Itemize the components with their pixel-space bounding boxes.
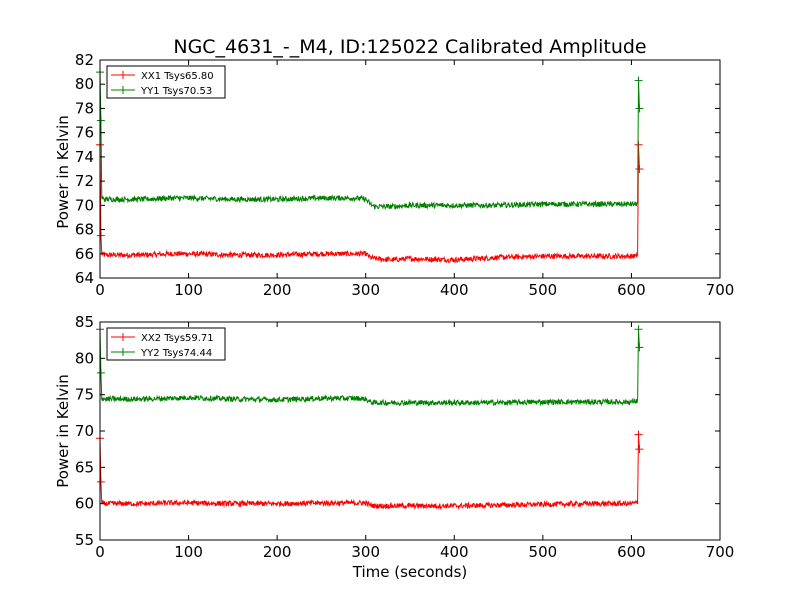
x-tick-label: 300: [351, 543, 380, 561]
x-tick-label: 300: [351, 281, 380, 299]
series-line-2-2: [99, 329, 640, 408]
series-marker: [96, 477, 105, 486]
x-tick-label: 400: [440, 281, 469, 299]
y-tick-label: 76: [75, 124, 94, 142]
legend-label: YY2 Tsys74.44: [140, 348, 212, 359]
y-tick-label: 72: [75, 172, 94, 190]
x-tick-label: 100: [174, 281, 203, 299]
y-tick-label: 80: [75, 75, 94, 93]
series-marker: [96, 231, 105, 240]
legend-box: [106, 65, 226, 99]
y-tick-label: 70: [75, 422, 94, 440]
series-marker: [635, 165, 644, 173]
y-tick-label: 80: [75, 349, 94, 367]
legend-label: XX1 Tsys65.80: [141, 71, 214, 82]
y-tick-label: 66: [75, 245, 94, 263]
series-marker: [96, 116, 105, 125]
bottom-plot: 0 100 200 300 400 500 600 700 55 60 65 70 75 80 85 XX2 …: [75, 313, 734, 561]
series-marker: [635, 445, 644, 454]
x-tick-label: 500: [529, 281, 558, 299]
series-line-2-1: [99, 434, 640, 511]
x-tick-label: 0: [95, 281, 105, 299]
x-tick-label: 100: [174, 543, 203, 561]
x-tick-label: 600: [617, 543, 646, 561]
top-y-axis-label: Power in Kelvin: [54, 115, 72, 229]
x-tick-label: 200: [263, 281, 292, 299]
top-plot: 0 100 200 300 400 500 600 700 64 66 68 70 72 74 76 78 80…: [75, 51, 734, 299]
legend: XX2 Tsys59.71 YY2 Tsys74.44: [106, 327, 226, 361]
x-tick-label: 700: [706, 281, 735, 299]
y-tick-label: 68: [75, 221, 94, 239]
y-tick-label: 70: [75, 196, 94, 214]
series-line-1-1: [99, 144, 640, 264]
series-marker: [634, 76, 643, 85]
plot-frame: [99, 59, 721, 279]
y-tick-label: 55: [75, 531, 94, 549]
legend-label: XX2 Tsys59.71: [141, 333, 214, 344]
bottom-y-axis-label: Power in Kelvin: [54, 374, 72, 488]
y-tick-label: 65: [75, 458, 94, 476]
x-tick-label: 0: [95, 543, 105, 561]
legend-box: [106, 327, 226, 361]
chart-title: NGC_4631_-_M4, ID:125022 Calibrated Ampl…: [173, 36, 646, 58]
x-tick-label: 200: [263, 543, 292, 561]
x-tick-label: 500: [529, 543, 558, 561]
series-marker: [635, 104, 644, 113]
y-tick-label: 64: [75, 269, 94, 287]
series-marker: [634, 430, 643, 439]
legend-label: YY1 Tsys70.53: [140, 86, 212, 97]
x-tick-label: 400: [440, 543, 469, 561]
x-tick-label: 600: [617, 281, 646, 299]
series-line-1-2: [99, 72, 640, 211]
series-marker: [96, 368, 105, 377]
series-marker: [634, 325, 643, 334]
x-axis-label: Time (seconds): [352, 563, 468, 581]
x-tick-label: 700: [706, 543, 735, 561]
y-tick-label: 82: [75, 51, 94, 69]
y-tick-label: 78: [75, 99, 94, 117]
y-tick-label: 85: [75, 313, 94, 331]
series-marker: [635, 343, 644, 352]
legend: XX1 Tsys65.80 YY1 Tsys70.53: [106, 65, 226, 99]
y-tick-label: 60: [75, 495, 94, 513]
y-tick-label: 74: [75, 148, 94, 166]
y-tick-label: 75: [75, 386, 94, 404]
